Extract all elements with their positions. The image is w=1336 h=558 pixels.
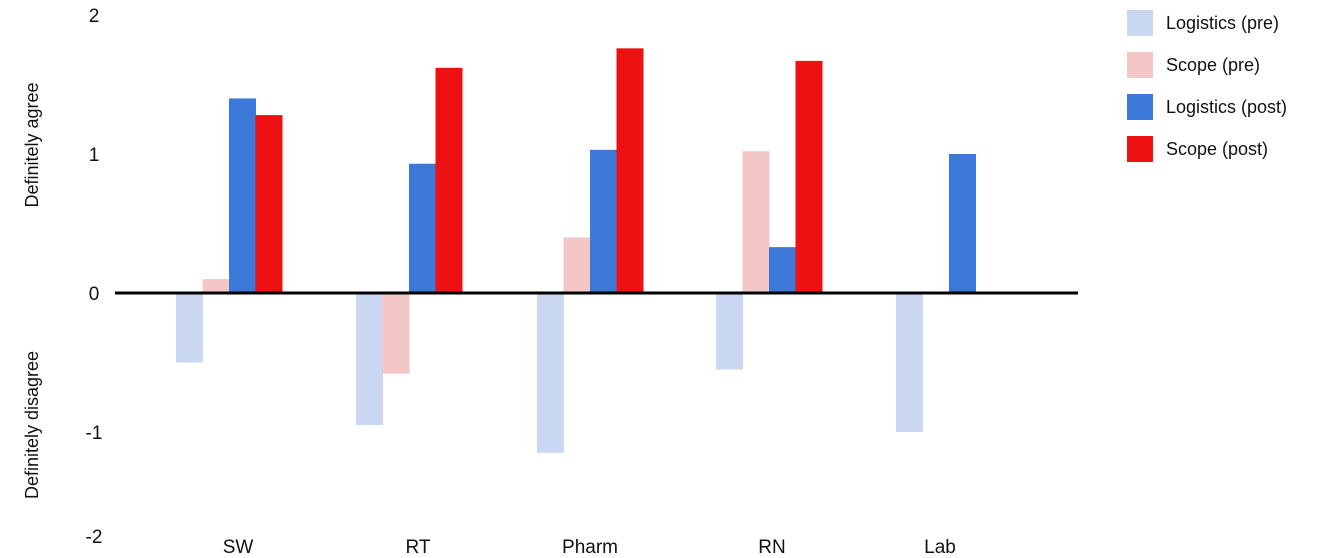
y-tick-label: 1 xyxy=(89,145,100,166)
y-tick-label: -2 xyxy=(86,527,103,548)
legend-label: Logistics (post) xyxy=(1166,97,1287,117)
bar-rt-scope-post xyxy=(435,67,463,293)
y-tick-label: -1 xyxy=(86,423,103,444)
y-axis-label-disagree: Definitely disagree xyxy=(22,351,42,499)
x-category-label: Lab xyxy=(924,537,956,558)
y-tick-labels: 2 1 0 -1 -2 xyxy=(86,6,103,548)
y-axis-label-agree: Definitely agree xyxy=(22,82,42,207)
bar-rt-logistics-pre xyxy=(356,293,383,426)
bar-pharm-logistics-pre xyxy=(537,293,564,453)
bars-group xyxy=(176,48,976,453)
x-category-label: RN xyxy=(758,537,785,558)
bar-lab-logistics-post xyxy=(949,154,976,293)
legend-item: Scope (post) xyxy=(1127,136,1268,162)
x-category-labels: SW RT Pharm RN Lab xyxy=(223,537,956,558)
bar-pharm-scope-post xyxy=(616,48,644,293)
legend: Logistics (pre) Scope (pre) Logistics (p… xyxy=(1127,10,1287,162)
x-category-label: SW xyxy=(223,537,254,558)
bar-lab-logistics-pre xyxy=(896,293,923,432)
legend-swatch xyxy=(1127,52,1153,78)
legend-item: Scope (pre) xyxy=(1127,52,1260,78)
bar-pharm-scope-pre xyxy=(563,237,591,293)
bar-rt-scope-pre xyxy=(382,293,410,374)
bar-sw-logistics-post xyxy=(229,98,256,294)
x-category-label: Pharm xyxy=(562,537,618,558)
bar-rn-scope-pre xyxy=(742,151,770,293)
legend-item: Logistics (pre) xyxy=(1127,10,1279,36)
legend-swatch xyxy=(1127,94,1153,120)
y-tick-label: 2 xyxy=(89,6,100,27)
legend-label: Scope (post) xyxy=(1166,139,1268,159)
y-tick-label: 0 xyxy=(89,284,100,305)
bar-sw-logistics-pre xyxy=(176,293,203,363)
bar-rn-logistics-pre xyxy=(716,293,743,370)
legend-swatch xyxy=(1127,10,1153,36)
legend-item: Logistics (post) xyxy=(1127,94,1287,120)
bar-rn-scope-post xyxy=(795,60,823,294)
bar-rt-logistics-post xyxy=(409,163,436,293)
legend-label: Logistics (pre) xyxy=(1166,13,1279,33)
bar-rn-logistics-post xyxy=(769,247,796,293)
x-category-label: RT xyxy=(406,537,431,558)
bar-pharm-logistics-post xyxy=(590,149,617,293)
legend-label: Scope (pre) xyxy=(1166,55,1260,75)
bar-sw-scope-pre xyxy=(202,279,230,293)
bar-sw-scope-post xyxy=(255,115,283,293)
legend-swatch xyxy=(1127,136,1153,162)
